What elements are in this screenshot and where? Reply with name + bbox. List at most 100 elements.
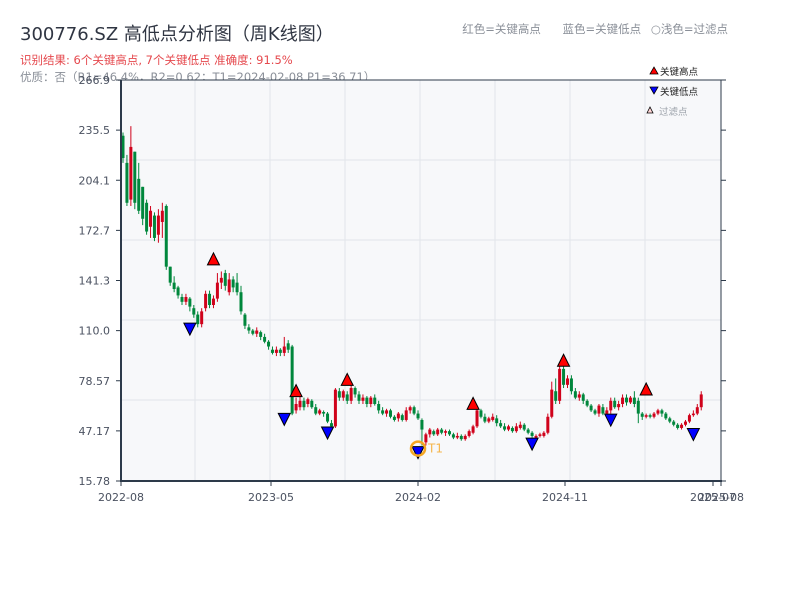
candle-up [699, 394, 703, 408]
key-high-marker-icon [340, 372, 355, 386]
grid-lines [121, 80, 721, 481]
candle-up [463, 435, 467, 440]
candle-up [298, 400, 302, 408]
key-low-marker-icon [320, 426, 335, 441]
y-tick-label: 172.7 [79, 224, 111, 237]
candle-down [267, 341, 271, 347]
caption-red-high: 红色=关键高点 [462, 22, 541, 36]
x-tick-label: 2025-08 [698, 491, 744, 504]
candle-down [286, 343, 290, 350]
candle-down [251, 330, 255, 334]
caption-light-filtered: ○浅色=过滤点 [650, 22, 728, 36]
candle-up [424, 434, 428, 443]
candle-down [495, 418, 499, 424]
candle-down [400, 415, 404, 420]
candle-up [644, 415, 648, 417]
candle-down [188, 298, 192, 307]
t1-label: T1 [427, 442, 443, 456]
candles-layer [121, 126, 703, 446]
candle-down [676, 424, 680, 428]
candle-down [278, 349, 282, 353]
candle-down [290, 346, 294, 414]
candle-down [668, 418, 672, 422]
candle-up [617, 404, 621, 408]
candle-up [695, 407, 699, 414]
candle-up [550, 389, 554, 417]
candle-down [192, 308, 196, 315]
candle-up [318, 410, 322, 414]
candle-up [204, 293, 208, 309]
candle-down [141, 186, 145, 219]
candle-down [432, 431, 436, 435]
candle-down [137, 178, 141, 211]
candle-up [333, 389, 337, 427]
candle-up [349, 388, 353, 401]
candle-up [475, 410, 479, 427]
key-high-marker-icon [466, 396, 480, 410]
candle-down [314, 407, 318, 414]
color-legend-caption: 红色=关键高点 蓝色=关键低点 ○浅色=过滤点 [444, 21, 728, 37]
candle-down [152, 215, 156, 238]
key-high-marker-icon [639, 381, 653, 396]
key-high-marker-icon [289, 383, 303, 398]
y-tick-label: 47.17 [79, 425, 111, 438]
candle-down [353, 388, 357, 395]
candle-up [534, 435, 538, 438]
candle-down [483, 416, 487, 422]
candle-up [609, 400, 613, 411]
candle-down [573, 391, 577, 398]
candle-down [416, 413, 420, 419]
candle-up [656, 410, 660, 414]
y-tick-label: 235.5 [79, 124, 111, 137]
candle-down [270, 349, 274, 353]
x-tick-label: 2023-05 [248, 491, 294, 504]
candle-up [514, 426, 518, 432]
candle-up [652, 413, 656, 417]
candle-up [361, 397, 365, 401]
candle-down [593, 410, 597, 414]
candle-up [219, 277, 223, 283]
candle-up [149, 210, 153, 227]
candle-up [369, 397, 373, 405]
candle-down [263, 336, 267, 342]
key-low-marker-icon [277, 412, 292, 427]
candle-down [636, 400, 640, 414]
candle-down [381, 410, 385, 414]
legend-low-label: 关键低点 [660, 86, 699, 98]
x-tick-label: 2024-11 [542, 491, 588, 504]
candle-down [664, 413, 668, 419]
candle-up [396, 413, 400, 419]
candle-down [392, 416, 396, 420]
candle-up [538, 434, 542, 436]
candle-down [522, 424, 526, 430]
key-high-marker-icon [206, 251, 221, 266]
legend-high-label: 关键高点 [660, 66, 699, 78]
candle-up [211, 298, 215, 305]
candle-down [640, 413, 644, 417]
candle-down [526, 429, 530, 433]
candle-down [180, 297, 184, 302]
candle-down [585, 400, 589, 406]
candle-down [554, 391, 558, 401]
candle-up [558, 368, 562, 401]
candle-down [357, 394, 361, 401]
candle-up [487, 418, 491, 422]
candle-down [337, 391, 341, 398]
candle-down [613, 400, 617, 408]
candle-down [168, 266, 172, 283]
candle-down [503, 426, 507, 430]
candle-up [200, 311, 204, 325]
legend-filtered-icon [646, 106, 654, 114]
candle-down [479, 410, 483, 417]
candle-down [345, 394, 349, 401]
candle-down [562, 368, 566, 385]
candle-up [687, 415, 691, 422]
candle-down [412, 407, 416, 414]
candle-down [121, 135, 125, 159]
candle-down [440, 429, 444, 433]
candle-down [569, 378, 573, 392]
key-high-marker-icon [556, 353, 571, 367]
candle-down [223, 273, 227, 286]
chart-title: 300776.SZ 高低点分析图（周K线图） [20, 24, 334, 45]
key-low-marker-icon [686, 428, 701, 442]
